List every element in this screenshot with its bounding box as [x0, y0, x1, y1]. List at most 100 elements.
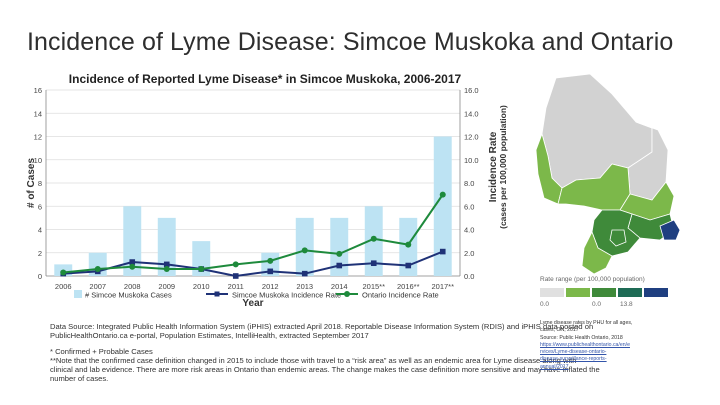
- simcoe-rate-point: [370, 260, 377, 267]
- simcoe-rate-point: [439, 248, 446, 255]
- y-tick-label: 14: [34, 109, 42, 118]
- y2-tick-label: 16.0: [464, 86, 479, 95]
- combo-chart: Incidence of Reported Lyme Disease* in S…: [26, 72, 508, 309]
- map-caption-line: cases, ON, 2017: [540, 327, 579, 334]
- x-tick-label: 2014: [331, 282, 348, 291]
- y-tick-label: 10: [34, 156, 42, 165]
- simcoe-rate-point: [301, 270, 308, 277]
- bar: [192, 241, 211, 276]
- x-axis-title: Year: [242, 298, 263, 309]
- footnote-line-2: clinical and lab evidence. There are mor…: [50, 365, 600, 374]
- chart-panel: Incidence of Reported Lyme Disease* in S…: [22, 66, 600, 405]
- y2-tick-label: 10.0: [464, 156, 479, 165]
- simcoe-rate-point: [129, 259, 136, 265]
- x-tick-label: 2013: [296, 282, 313, 291]
- y2-tick-label: 4.0: [464, 226, 474, 235]
- y-tick-label: 16: [34, 86, 42, 95]
- ontario-rate-point: [370, 235, 377, 242]
- slide-title: Incidence of Lyme Disease: Simcoe Muskok…: [27, 28, 674, 56]
- map-legend-label-mid: 0.0: [592, 301, 602, 308]
- x-tick-label: 2016**: [397, 282, 420, 291]
- y2-tick-label: 14.0: [464, 109, 479, 118]
- y2-axis-title: Incidence Rate: [488, 131, 499, 202]
- y-axis-title: # of Cases: [26, 158, 37, 208]
- footnote-line-3: number of cases.: [50, 374, 109, 383]
- map-legend-title: Rate range (per 100,000 population): [540, 276, 645, 283]
- y2-tick-label: 2.0: [464, 249, 474, 258]
- map-legend-swatch-1: [540, 288, 564, 297]
- legend-marker: [344, 291, 350, 297]
- ontario-rate-point: [232, 261, 239, 268]
- x-tick-label: 2017**: [431, 282, 454, 291]
- ontario-rate-point: [439, 191, 446, 198]
- map-legend-swatch-2: [566, 288, 590, 297]
- legend-swatch: [74, 290, 82, 298]
- map-legend-swatch-4: [618, 288, 642, 297]
- footnote-line-1: **Note that the confirmed case definitio…: [50, 356, 577, 365]
- chart-title: Incidence of Reported Lyme Disease* in S…: [69, 72, 462, 86]
- map-source-link[interactable]: disease-surveillance-reports-: [540, 356, 607, 363]
- map-legend-swatch-5: [644, 288, 668, 297]
- map-legend: Rate range (per 100,000 population) 0.0 …: [540, 276, 690, 316]
- bar: [123, 206, 142, 276]
- map-legend-swatch-3: [592, 288, 616, 297]
- x-tick-label: 2011: [228, 282, 244, 291]
- map-source-link[interactable]: annual/2017: [540, 363, 569, 370]
- ontario-rate-point: [60, 269, 67, 276]
- y2-tick-label: 12.0: [464, 133, 479, 142]
- map-caption-line: Lyme disease rates by PHU for all ages,: [540, 320, 633, 326]
- data-source-note-2: PublicHealthOntario.ca e-portal, Populat…: [50, 331, 369, 340]
- ontario-rate-point: [163, 266, 170, 273]
- ontario-rate-point: [405, 241, 412, 248]
- case-definition-note: * Confirmed + Probable Cases: [50, 347, 153, 356]
- map-legend-label-min: 0.0: [540, 301, 550, 308]
- y2-axis-subtitle: (cases per 100,000 population): [498, 105, 508, 229]
- ontario-map: [535, 73, 681, 275]
- y-tick-label: 12: [34, 133, 42, 142]
- x-tick-label: 2012: [262, 282, 279, 291]
- y2-tick-label: 0.0: [464, 272, 474, 281]
- legend-label: # Simcoe Muskoka Cases: [85, 291, 172, 300]
- map-source-link[interactable]: rvices/Lyme-disease-ontario-: [540, 349, 607, 356]
- ontario-rate-point: [267, 257, 274, 264]
- x-tick-label: 2015**: [362, 282, 385, 291]
- simcoe-rate-point: [336, 262, 343, 269]
- simcoe-rate-point: [232, 273, 239, 279]
- ontario-rate-point: [94, 266, 101, 273]
- map-region-simcoe: [609, 229, 627, 247]
- bar: [295, 217, 314, 276]
- map-region-east-tip: [659, 219, 681, 241]
- simcoe-rate-point: [163, 261, 170, 268]
- ontario-rate-line: [63, 194, 444, 274]
- map-region-southwest: [581, 231, 613, 275]
- x-tick-label: 2009: [158, 282, 175, 291]
- y2-tick-label: 6.0: [464, 202, 474, 211]
- map-source-link[interactable]: https://www.publichealthontario.ca/en/e: [540, 341, 630, 348]
- data-source-note: Data Source: Integrated Public Health In…: [50, 322, 594, 331]
- x-tick-label: 2006: [55, 282, 72, 291]
- map-legend-label-max: 13.8: [620, 301, 633, 308]
- x-tick-label: 2007: [89, 282, 106, 291]
- map-caption: Lyme disease rates by PHU for all ages, …: [540, 320, 700, 371]
- bar: [330, 217, 349, 276]
- y-tick-label: 2: [38, 249, 42, 258]
- y-tick-label: 0: [38, 272, 42, 281]
- bar: [433, 136, 452, 276]
- y-tick-label: 4: [38, 226, 42, 235]
- ontario-rate-point: [129, 263, 136, 270]
- simcoe-rate-point: [267, 268, 274, 275]
- bar: [157, 217, 176, 276]
- legend-label: Ontario Incidence Rate: [362, 291, 439, 300]
- y-tick-label: 6: [38, 202, 42, 211]
- x-tick-label: 2010: [193, 282, 210, 291]
- ontario-rate-point: [301, 247, 308, 254]
- y-tick-label: 8: [38, 179, 42, 188]
- map-caption-line: Source: Public Health Ontario, 2018: [540, 334, 623, 341]
- ontario-rate-point: [336, 250, 343, 257]
- simcoe-rate-line: [63, 250, 444, 278]
- simcoe-rate-point: [405, 262, 412, 269]
- legend-label: Simcoe Muskoka Incidence Rate: [232, 291, 341, 300]
- ontario-rate-point: [198, 266, 205, 273]
- y2-tick-label: 8.0: [464, 179, 474, 188]
- x-tick-label: 2008: [124, 282, 141, 291]
